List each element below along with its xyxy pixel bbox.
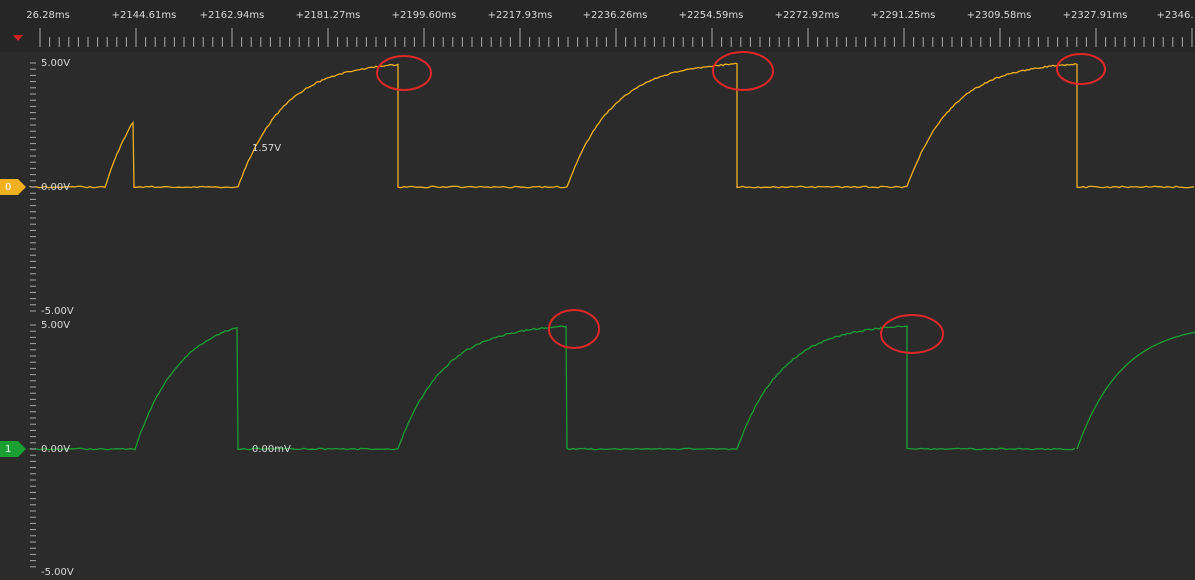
highlight-circles [376,51,1106,354]
time-label: +2181.27ms [296,10,361,21]
scale-bottom: -5.00V [41,306,74,317]
waveforms [29,62,1195,451]
cursor-value: 0.00mV [252,444,291,455]
scale-top: 5.00V [41,320,70,331]
time-label: +2309.58ms [967,10,1032,21]
time-label: 26.28ms [26,10,70,21]
highlight-circle [548,309,600,349]
channel-axes: 5.00V 0.00V -5.00V 0 1.57V 5.00V 0.00V -5.00V 1 0… [0,58,291,578]
time-label: +2272.92ms [775,10,840,21]
scale-zero: 0.00V [41,182,70,193]
highlight-circle [376,55,432,91]
highlight-circle [712,51,774,91]
time-ruler [0,0,1195,52]
signal-trace [29,325,1076,451]
time-label: +2291.25ms [871,10,936,21]
channel-marker[interactable] [0,179,26,195]
time-label: +2162.94ms [200,10,265,21]
time-label: +2327.91ms [1063,10,1128,21]
time-label: +2144.61ms [112,10,177,21]
time-label: +2346. [1156,10,1193,21]
trigger-marker[interactable] [13,35,23,41]
channel-id: 0 [5,182,11,193]
signal-trace [29,62,1195,189]
time-label: +2217.93ms [488,10,553,21]
cursor-value: 1.57V [252,143,281,154]
scale-zero: 0.00V [41,444,70,455]
ruler-labels: 26.28ms +2144.61ms +2162.94ms +2181.27ms +21… [26,10,1194,47]
channel-marker[interactable] [0,441,26,457]
channel-id: 1 [5,444,11,455]
time-label: +2236.26ms [583,10,648,21]
highlight-circle [880,314,944,354]
time-label: +2254.59ms [679,10,744,21]
time-label: +2199.60ms [392,10,457,21]
signal-trace [1076,331,1195,450]
scale-top: 5.00V [41,58,70,69]
highlight-circle [1056,53,1106,85]
scale-bottom: -5.00V [41,567,74,578]
